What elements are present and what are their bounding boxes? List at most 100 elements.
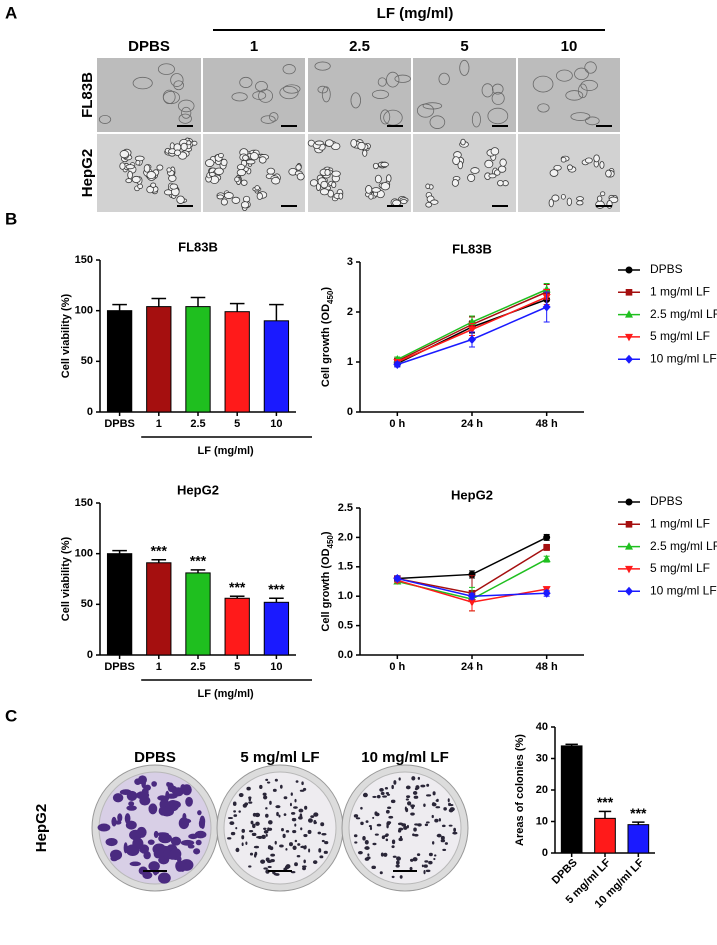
colony [125, 820, 137, 830]
colony [227, 816, 234, 820]
colony [313, 820, 317, 825]
colony [435, 799, 438, 802]
colony [248, 865, 252, 868]
x-tick-label: DPBS [104, 661, 135, 673]
colony [434, 854, 437, 857]
label-part: Cell viability (%) [60, 536, 72, 621]
colony [230, 831, 236, 836]
colony [197, 810, 202, 816]
cell [596, 195, 603, 202]
colony [292, 845, 297, 850]
colony [411, 776, 416, 781]
colony [270, 853, 276, 857]
cell [242, 154, 249, 161]
colony [391, 784, 394, 790]
colony [379, 871, 383, 875]
colony [434, 818, 439, 823]
colony [353, 834, 358, 838]
colony [364, 857, 370, 861]
colony [438, 818, 441, 822]
colony [269, 846, 274, 851]
cell [127, 170, 133, 180]
cell [125, 178, 133, 184]
cell [553, 164, 562, 171]
colony [238, 810, 241, 813]
cell [208, 171, 216, 177]
column-label: 2.5 [349, 38, 370, 55]
marker [542, 588, 551, 598]
colony [391, 845, 395, 849]
colony [291, 817, 297, 822]
colony [151, 781, 157, 787]
cell [380, 109, 391, 125]
cell [574, 67, 589, 81]
colony [303, 834, 308, 838]
colony [413, 833, 419, 837]
colony [185, 796, 193, 807]
colony [379, 787, 384, 792]
colony [302, 865, 307, 868]
colony [294, 862, 298, 867]
colony [447, 798, 450, 803]
cell [487, 107, 509, 125]
x-tick-label: 2.5 [190, 661, 205, 673]
panel-label: B [5, 209, 17, 228]
column-label: 10 mg/ml LF [361, 749, 449, 766]
marker [542, 554, 551, 563]
colony [421, 864, 424, 868]
legend-marker [625, 498, 633, 506]
colony [395, 864, 400, 868]
cell [125, 164, 135, 170]
micrograph [203, 58, 305, 132]
label-part: ) [320, 287, 332, 291]
cell [239, 76, 253, 88]
cell [548, 198, 554, 208]
x-tick-label: 1 [156, 418, 162, 430]
cell [236, 164, 246, 171]
cell [484, 159, 494, 169]
colony [369, 826, 373, 831]
cell [214, 167, 224, 176]
colony [372, 795, 377, 798]
colony [372, 842, 377, 846]
bar [185, 306, 211, 413]
colony [396, 856, 401, 861]
colony [235, 826, 238, 830]
colony [364, 846, 368, 850]
cell [324, 169, 331, 176]
marker [468, 591, 476, 601]
column-label: DPBS [128, 38, 170, 55]
colony [431, 841, 435, 845]
cell [338, 192, 344, 200]
cell [271, 176, 281, 185]
colony [246, 786, 251, 791]
colony [261, 834, 266, 840]
colony [443, 807, 447, 811]
bar [594, 817, 616, 854]
colony [232, 801, 237, 806]
colony [267, 865, 272, 868]
colony [410, 812, 415, 816]
colony [376, 794, 381, 799]
y-tick-label: 3 [347, 256, 353, 268]
colony [433, 858, 436, 861]
y-tick-label: 30 [536, 752, 548, 764]
cell [258, 156, 267, 164]
colony [180, 784, 186, 791]
colony [413, 827, 417, 832]
cell [295, 164, 302, 171]
cell [320, 180, 329, 189]
colony [227, 837, 232, 840]
label-part: 450 [326, 290, 335, 304]
cell [146, 185, 154, 194]
y-tick-label: 40 [536, 721, 548, 733]
legend-label: 2.5 mg/ml LF [650, 539, 717, 553]
cell [549, 169, 559, 177]
cell [580, 79, 598, 91]
cell [231, 196, 241, 204]
cell [236, 169, 246, 177]
cell [283, 84, 301, 94]
cell [131, 175, 141, 184]
y-tick-label: 50 [81, 598, 93, 610]
micrographs [97, 58, 620, 212]
